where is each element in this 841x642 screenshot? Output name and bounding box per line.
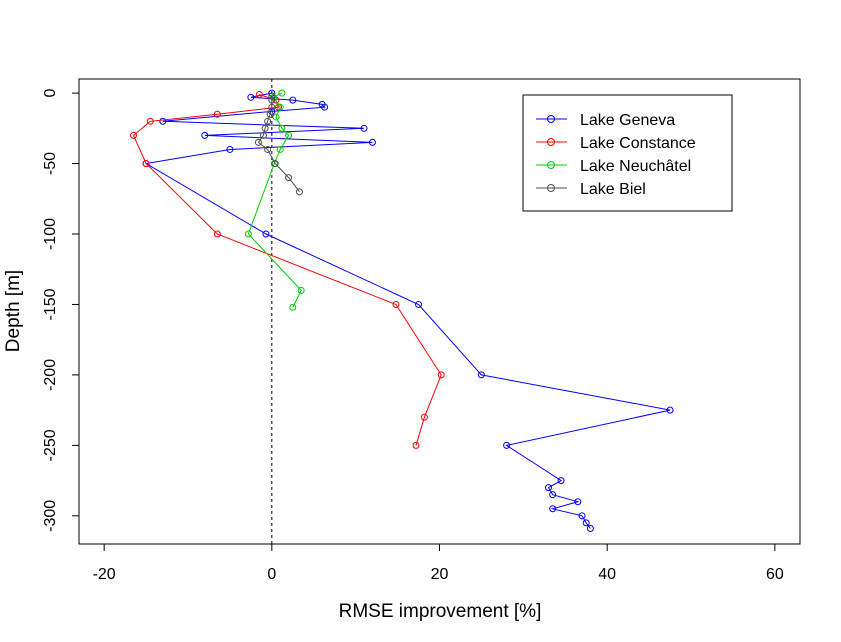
data-point xyxy=(264,145,272,153)
data-point xyxy=(142,160,150,168)
data-point xyxy=(295,188,303,196)
data-point xyxy=(586,525,594,532)
x-tick-label: 40 xyxy=(598,566,616,583)
data-point xyxy=(159,117,167,125)
data-point xyxy=(276,145,284,153)
data-point xyxy=(392,300,400,308)
series-line xyxy=(247,92,302,308)
series-lake-geneva xyxy=(142,89,674,532)
data-point xyxy=(360,124,368,132)
data-point xyxy=(254,138,262,146)
data-point xyxy=(285,131,293,139)
data-point xyxy=(146,117,154,125)
series-lake-biel xyxy=(254,92,303,196)
y-tick-label: -150 xyxy=(42,288,59,320)
legend-label: Lake Constance xyxy=(580,135,696,152)
data-point xyxy=(264,117,272,125)
data-point xyxy=(582,519,590,527)
y-tick-label: -200 xyxy=(42,359,59,391)
data-point xyxy=(255,91,263,98)
data-point xyxy=(226,145,234,153)
data-point xyxy=(297,286,305,294)
y-tick-label: -250 xyxy=(42,429,59,461)
data-point xyxy=(266,110,274,118)
data-point xyxy=(321,103,329,111)
legend-item: Lake Biel xyxy=(536,181,646,198)
y-tick-label: -50 xyxy=(42,152,59,175)
data-point xyxy=(244,230,252,238)
data-point xyxy=(549,491,557,499)
legend-item: Lake Neuchâtel xyxy=(536,158,691,175)
legend-item: Lake Geneva xyxy=(536,112,675,129)
legend-label: Lake Neuchâtel xyxy=(580,158,691,175)
data-point xyxy=(272,113,280,121)
y-tick-label: -100 xyxy=(42,218,59,250)
data-point xyxy=(268,103,276,111)
legend-label: Lake Geneva xyxy=(580,112,675,129)
data-point xyxy=(268,96,276,104)
series-line xyxy=(132,94,442,446)
legend-swatch-point xyxy=(547,138,555,146)
data-point xyxy=(259,131,267,139)
legend: Lake Geneva Lake Constance Lake Neuchâtel L… xyxy=(522,94,733,212)
data-point xyxy=(261,124,269,132)
data-point xyxy=(574,498,582,506)
data-point xyxy=(268,92,276,100)
data-point xyxy=(201,131,209,139)
x-tick-label: -20 xyxy=(93,566,116,583)
data-point xyxy=(213,230,221,238)
y-axis: 0 -50 -100 -150 -200 -250 -300 xyxy=(42,89,80,532)
data-point xyxy=(437,371,445,379)
data-point xyxy=(247,93,255,101)
series-lake-neuch-tel xyxy=(244,89,305,311)
x-tick-label: 20 xyxy=(431,566,449,583)
legend-swatch-point xyxy=(547,115,555,123)
legend-item: Lake Constance xyxy=(536,135,696,152)
data-point xyxy=(278,124,286,132)
data-point xyxy=(420,413,428,421)
legend-label: Lake Biel xyxy=(580,181,646,198)
data-point xyxy=(285,174,293,182)
data-point xyxy=(276,103,284,111)
data-point xyxy=(368,138,376,146)
legend-box xyxy=(522,94,733,212)
x-tick-label: 60 xyxy=(766,566,784,583)
legend-swatch-point xyxy=(547,184,555,192)
legend-swatch-point xyxy=(547,161,555,169)
data-point xyxy=(557,477,565,485)
data-point xyxy=(415,300,423,308)
data-point xyxy=(544,484,552,492)
data-point xyxy=(129,131,137,139)
x-axis-title: RMSE improvement [%] xyxy=(339,601,542,622)
data-point xyxy=(271,160,279,168)
y-tick-label: -300 xyxy=(42,500,59,532)
series-lake-constance xyxy=(129,91,445,449)
data-point xyxy=(549,505,557,513)
data-point xyxy=(477,371,485,379)
x-tick-label: 0 xyxy=(267,566,276,583)
y-tick-label: 0 xyxy=(42,89,59,98)
data-point xyxy=(278,89,286,97)
data-point xyxy=(289,96,297,104)
data-point xyxy=(412,441,420,449)
series-layer xyxy=(129,89,674,532)
series-line xyxy=(144,92,671,529)
data-point xyxy=(503,441,511,449)
data-point xyxy=(289,303,297,311)
data-point xyxy=(578,512,586,520)
y-axis-title: Depth [m] xyxy=(3,270,24,352)
data-point xyxy=(666,406,674,414)
data-point xyxy=(213,110,221,118)
data-point xyxy=(262,230,270,238)
x-axis: -20 0 20 40 60 xyxy=(93,543,784,583)
